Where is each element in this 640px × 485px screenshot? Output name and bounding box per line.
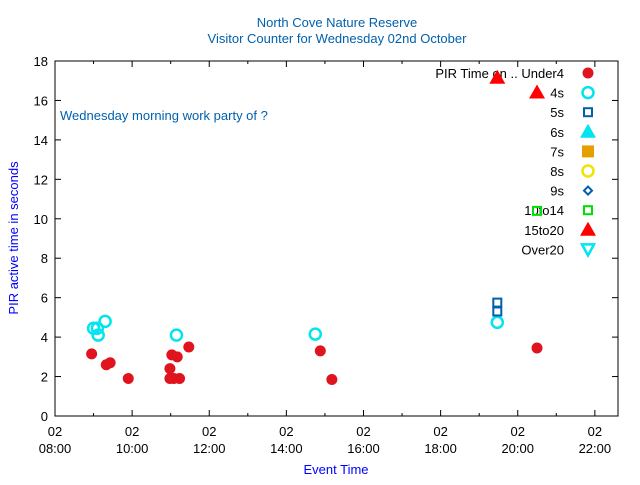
data-point-Under4 [326,374,338,386]
x-tick-label: 20:00 [501,441,534,456]
x-tick-label: 02 [433,424,447,439]
data-point-4s [490,315,505,330]
legend-label-6s: 6s [550,125,564,140]
data-point-4s [169,328,184,342]
chart-subtitle: Visitor Counter for Wednesday 02nd Octob… [208,31,468,46]
y-tick-label: 0 [41,409,48,424]
legend-label-15to20: 15to20 [524,223,564,238]
legend-label-10to14: 10to14 [524,203,564,218]
chart-title: North Cove Nature Reserve [257,15,417,30]
legend-label-8s: 8s [550,164,564,179]
data-point-Under4 [171,351,183,363]
legend-marker-Under4 [582,67,594,79]
legend-marker-4s [581,85,595,100]
x-tick-label: 08:00 [39,441,72,456]
x-tick-label: 02 [202,424,216,439]
x-tick-label: 16:00 [347,441,380,456]
x-tick-label: 02 [125,424,139,439]
y-tick-label: 4 [41,330,48,345]
x-tick-label: 12:00 [193,441,226,456]
data-point-4s [308,327,323,341]
data-point-15to20 [489,69,506,84]
legend-marker-15to20 [580,221,596,236]
x-tick-label: 14:00 [270,441,303,456]
data-point-5s [492,297,503,308]
legend-marker-10to14 [583,205,593,216]
legend-marker-9s [582,185,594,197]
data-point-10to14 [532,205,543,216]
legend-marker-8s [581,164,595,178]
y-tick-label: 6 [41,291,48,306]
y-tick-label: 2 [41,370,48,385]
y-tick-label: 8 [41,251,48,266]
data-point-Under4 [183,341,195,353]
legend-label-5s: 5s [550,105,564,120]
x-tick-label: 18:00 [424,441,457,456]
x-tick-label: 02 [588,424,602,439]
legend-label-9s: 9s [550,184,564,199]
y-tick-label: 16 [34,93,48,108]
y-axis-label: PIR active time in seconds [6,161,21,315]
data-point-4s [98,314,112,329]
legend-label-7s: 7s [550,144,564,159]
legend-title: PIR Time on .. Under4 [435,66,564,81]
legend-marker-Over20 [579,243,597,259]
data-point-Under4 [531,342,543,354]
data-point-Under4 [104,357,116,369]
data-point-5s [492,306,503,317]
data-point-Under4 [122,373,134,385]
data-point-4s [90,321,105,335]
legend-marker-5s [583,107,593,118]
legend-marker-7s [582,145,594,158]
x-axis-label: Event Time [303,462,368,477]
plot-border [54,60,619,417]
data-point-Under4 [86,348,98,360]
legend-label-Over20: Over20 [521,242,564,257]
y-tick-label: 10 [34,212,48,227]
legend-marker-6s [580,123,596,138]
x-tick-label: 02 [48,424,62,439]
x-tick-label: 10:00 [116,441,149,456]
x-tick-label: 02 [279,424,293,439]
data-point-15to20 [529,84,546,99]
x-tick-label: 02 [356,424,370,439]
data-point-4s [91,328,105,342]
y-tick-label: 18 [34,54,48,69]
y-tick-label: 12 [34,172,48,187]
x-tick-label: 02 [511,424,525,439]
annotation: Wednesday morning work party of ? [60,108,268,123]
legend-label-4s: 4s [550,86,564,101]
data-point-Under4 [164,363,176,375]
y-tick-label: 14 [34,133,48,148]
data-point-Under4 [314,345,326,357]
data-point-Under4 [174,373,186,385]
x-tick-label: 22:00 [579,441,612,456]
